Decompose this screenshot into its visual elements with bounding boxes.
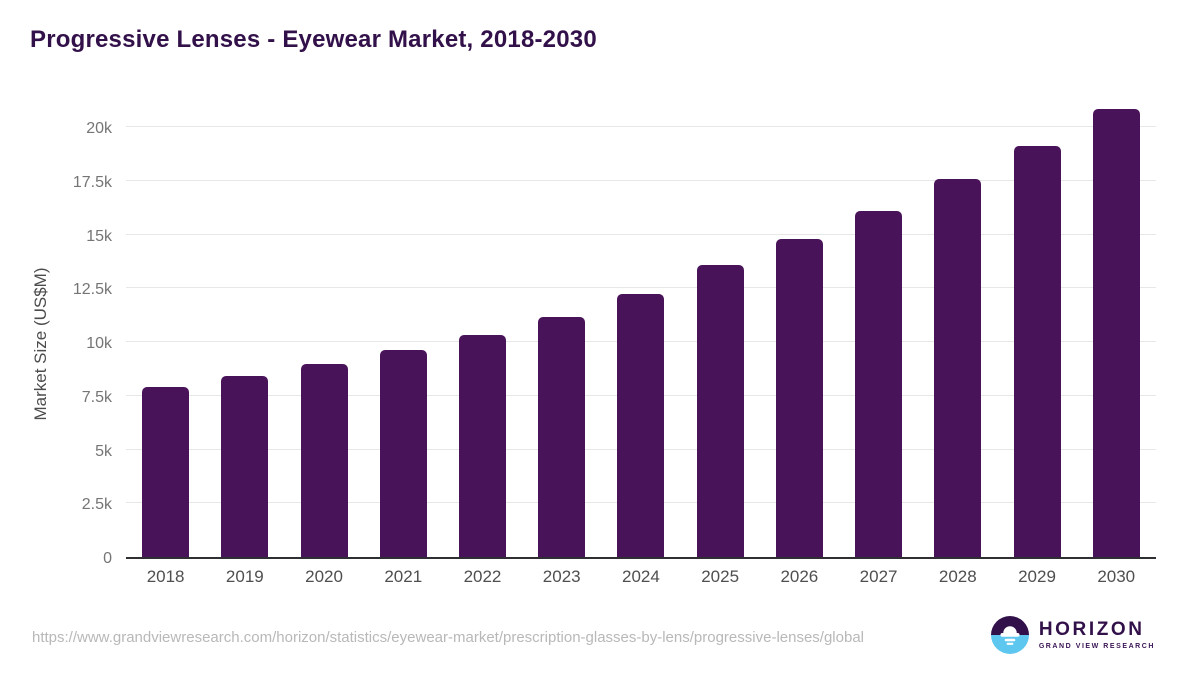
bar-2023[interactable] <box>538 317 586 557</box>
x-label-2021: 2021 <box>384 567 423 586</box>
logo-text: HORIZON GRAND VIEW RESEARCH <box>1039 620 1155 650</box>
bar-series <box>126 108 1156 557</box>
bar-2026[interactable] <box>775 238 823 557</box>
x-axis-labels: 2018 2019 2020 2021 2022 2023 2024 2025 2026 2027… <box>126 567 1156 587</box>
x-label-2018: 2018 <box>146 567 185 586</box>
bar-2029[interactable] <box>1013 146 1061 557</box>
y-tick-2.5k: 2.5k <box>81 496 112 514</box>
y-tick-5k: 5k <box>95 442 112 460</box>
y-tick-20k: 20k <box>86 120 112 137</box>
horizon-sun-icon <box>990 616 1029 654</box>
logo-brand: HORIZON <box>1038 619 1145 640</box>
y-tick-0: 0 <box>103 550 112 567</box>
x-label-2020: 2020 <box>305 567 343 586</box>
x-label-2029: 2029 <box>1018 567 1056 586</box>
y-tick-15k: 15k <box>86 227 112 245</box>
x-label-2019: 2019 <box>225 567 264 586</box>
y-tick-12.5k: 12.5k <box>72 281 112 299</box>
bar-2022[interactable] <box>458 334 506 557</box>
chart-title: Progressive Lenses - Eyewear Market, 201… <box>30 26 597 53</box>
bar-2030[interactable] <box>1092 108 1140 557</box>
bar-2027[interactable] <box>855 210 903 557</box>
bar-2024[interactable] <box>617 294 665 557</box>
bar-2025[interactable] <box>696 265 744 557</box>
y-tick-17.5k: 17.5k <box>72 173 112 191</box>
gridline-15k <box>126 233 1156 235</box>
x-label-2024: 2024 <box>622 567 660 586</box>
x-label-2025: 2025 <box>701 567 740 586</box>
source-url: https://www.grandviewresearch.com/horizo… <box>32 629 865 646</box>
y-tick-10k: 10k <box>86 335 112 352</box>
bar-2018[interactable] <box>142 387 190 557</box>
gridline-17.5k <box>126 179 1156 181</box>
plot-area <box>126 108 1156 559</box>
x-label-2022: 2022 <box>463 567 502 586</box>
x-label-2026: 2026 <box>780 567 819 586</box>
logo-subtitle: GRAND VIEW RESEARCH <box>1038 643 1155 650</box>
bar-2019[interactable] <box>221 376 269 557</box>
gridline-12.5k <box>126 287 1156 289</box>
y-axis-tick-labels: 0 2.5k 5k 7.5k 10k 12.5k 15k 17.5k 20k <box>0 120 126 567</box>
bar-2020[interactable] <box>300 363 348 557</box>
x-label-2028: 2028 <box>938 567 977 586</box>
y-tick-7.5k: 7.5k <box>81 388 112 406</box>
x-label-2030: 2030 <box>1097 567 1136 586</box>
bar-2028[interactable] <box>934 179 982 557</box>
x-label-2027: 2027 <box>859 567 898 586</box>
horizon-logo: HORIZON GRAND VIEW RESEARCH <box>990 616 1155 654</box>
gridline-20k <box>126 126 1156 127</box>
bar-2021[interactable] <box>379 349 427 557</box>
x-label-2023: 2023 <box>542 567 581 586</box>
